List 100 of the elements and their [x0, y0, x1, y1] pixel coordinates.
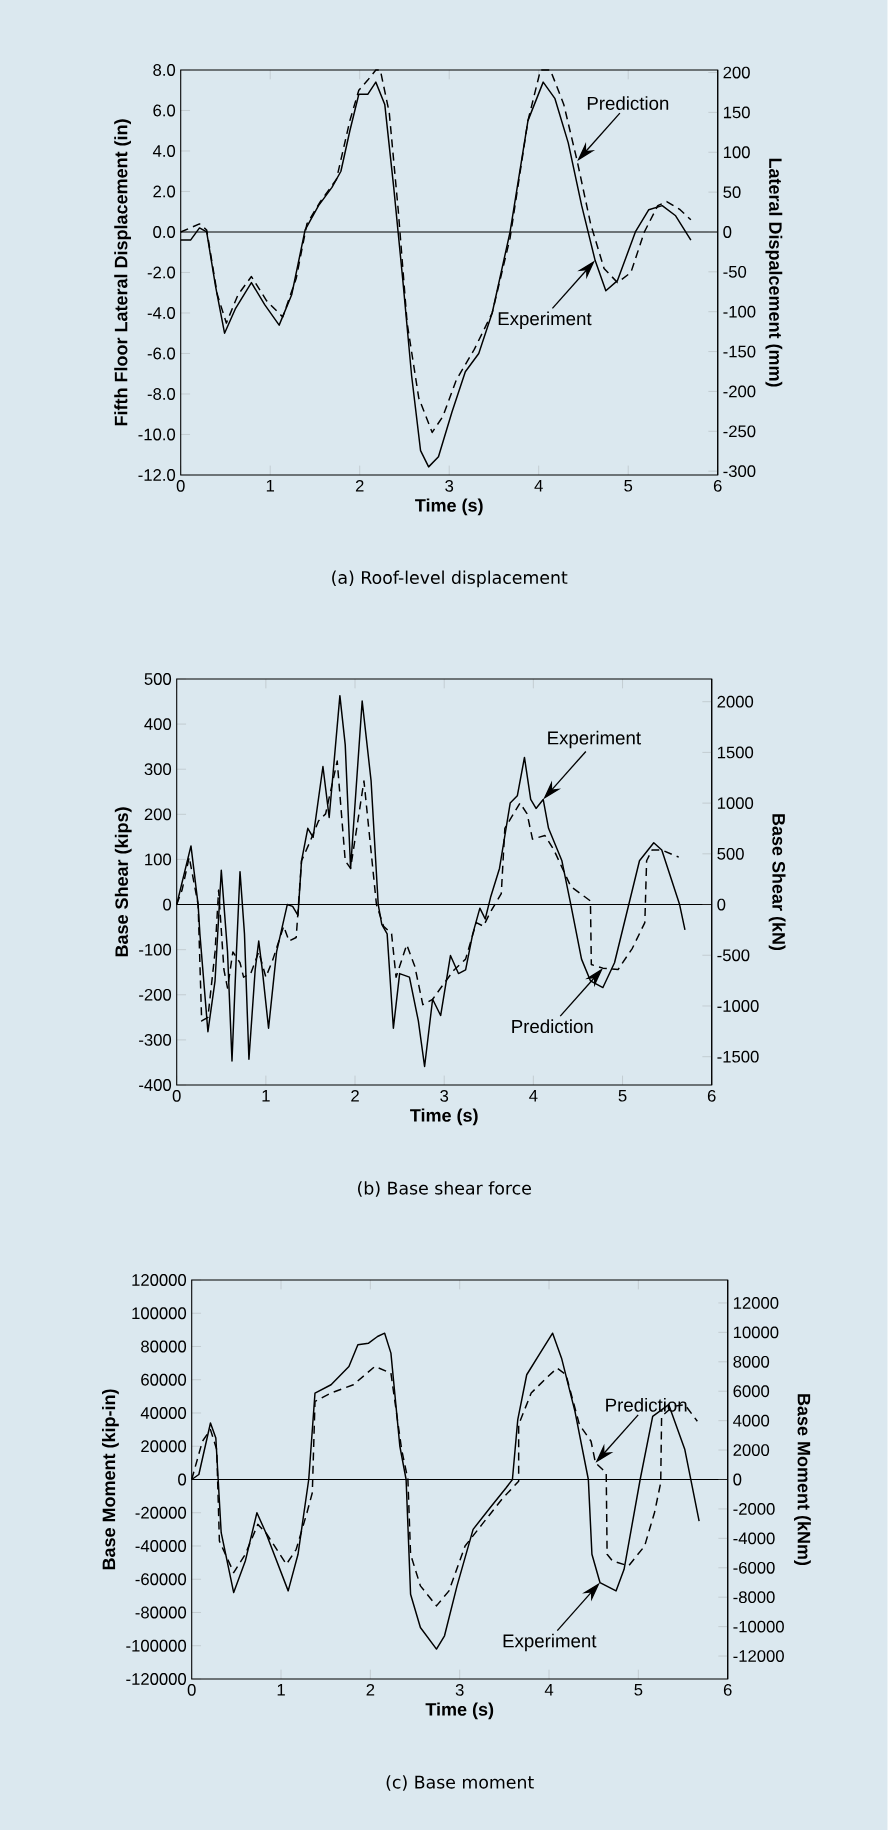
y2-tick-label: 2000 — [717, 695, 754, 708]
y2-tick-label: 1000 — [718, 797, 754, 810]
y-tick-label: -8.0 — [147, 388, 176, 400]
y-axis-title: Base Moment (kip-in) — [102, 1389, 119, 1570]
x-tick-label: 2 — [351, 1089, 359, 1102]
x-tick-label: 1 — [262, 1089, 270, 1102]
y-tick-label: -20000 — [135, 1506, 187, 1519]
y2-tick-label: -200 — [723, 385, 756, 398]
x-tick-label: 2 — [356, 479, 364, 492]
y-tick-label: 60000 — [141, 1373, 187, 1386]
y2-axis-title: Lateral Dispalcement (mm) — [765, 158, 783, 387]
x-tick-label: 5 — [634, 1683, 643, 1696]
y2-tick-label: -8000 — [733, 1591, 775, 1604]
y2-tick-label: 500 — [717, 847, 744, 860]
y2-tick-label: 10000 — [734, 1326, 779, 1339]
y-tick-label: 6.0 — [153, 104, 176, 117]
y2-tick-label: 0 — [723, 226, 732, 238]
y2-tick-label: -1000 — [717, 1000, 759, 1012]
annotation: Prediction — [606, 1397, 687, 1412]
y2-tick-label: -2000 — [733, 1503, 775, 1515]
y2-tick-label: -6000 — [733, 1561, 775, 1574]
y-tick-label: 0 — [163, 898, 172, 911]
x-tick-label: 5 — [618, 1089, 627, 1102]
x-axis-title: Time (s) — [410, 1108, 478, 1126]
y2-tick-label: 12000 — [734, 1297, 779, 1309]
y2-tick-label: -100 — [723, 305, 756, 318]
x-tick-label: 1 — [266, 479, 275, 492]
y2-tick-label: 50 — [723, 186, 741, 199]
y-tick-label: 8.0 — [153, 64, 176, 76]
y-tick-label: 100 — [145, 853, 172, 866]
y-tick-label: -40000 — [135, 1540, 187, 1552]
x-tick-label: 6 — [708, 1089, 716, 1102]
y-tick-label: 200 — [144, 808, 172, 821]
x-tick-label: 4 — [529, 1089, 538, 1102]
y-tick-label: -400 — [139, 1079, 172, 1091]
y2-tick-label: -1500 — [717, 1050, 759, 1063]
y2-tick-label: 8000 — [733, 1355, 770, 1368]
y2-tick-label: 0 — [733, 1473, 742, 1486]
y2-axis-title: Base Shear (kN) — [768, 814, 786, 951]
y-tick-label: -12.0 — [138, 469, 176, 481]
y2-tick-label: 200 — [723, 66, 750, 79]
y2-tick-label: 150 — [724, 106, 750, 119]
y2-tick-label: -10000 — [733, 1620, 785, 1633]
y-tick-label: 20000 — [141, 1440, 187, 1453]
annotation: Experiment — [503, 1633, 597, 1652]
y-tick-label: -4.0 — [147, 307, 176, 319]
y2-tick-label: 1500 — [718, 746, 754, 759]
y2-tick-label: -50 — [723, 265, 747, 278]
y-tick-label: -6.0 — [147, 347, 176, 360]
annotation: Prediction — [588, 96, 669, 110]
y-axis-title: Fifth Floor Lateral Displacement (in) — [114, 119, 132, 426]
annotation: Experiment — [548, 730, 642, 749]
y-tick-label: -300 — [139, 1033, 172, 1046]
y2-axis-title: Base Moment (kNm) — [794, 1394, 811, 1566]
y-tick-label: 120000 — [132, 1274, 187, 1286]
y-tick-label: -80000 — [135, 1606, 187, 1619]
y2-tick-label: -150 — [723, 345, 756, 358]
y-tick-label: 4.0 — [153, 145, 176, 157]
x-axis-title: Time (s) — [415, 498, 483, 516]
x-tick-label: 4 — [534, 479, 543, 492]
x-tick-label: 0 — [187, 1683, 196, 1696]
y2-tick-label: -12000 — [733, 1650, 785, 1662]
y-tick-label: 2.0 — [153, 185, 176, 198]
y2-tick-label: 4000 — [733, 1414, 770, 1427]
x-tick-label: 2 — [366, 1683, 375, 1696]
y-tick-label: -10.0 — [138, 428, 176, 441]
text: (c) Base moment — [386, 1775, 534, 1791]
x-tick-label: 6 — [714, 479, 722, 492]
x-tick-label: 4 — [544, 1683, 554, 1696]
y-tick-label: -2.0 — [147, 266, 176, 279]
y2-tick-label: -250 — [723, 425, 756, 438]
y-tick-label: -100000 — [126, 1639, 187, 1652]
y2-tick-label: -500 — [717, 949, 750, 962]
y-tick-label: 40000 — [140, 1407, 187, 1419]
y-tick-label: -120000 — [126, 1673, 187, 1685]
y2-tick-label: 100 — [724, 146, 750, 159]
y-tick-label: 500 — [144, 673, 172, 685]
x-tick-label: 5 — [624, 479, 633, 492]
x-tick-label: 3 — [440, 1089, 449, 1102]
annotation: Prediction — [512, 1019, 593, 1034]
y-tick-label: -100 — [139, 943, 172, 956]
y2-tick-label: 0 — [717, 898, 726, 911]
y2-tick-label: -4000 — [733, 1532, 775, 1545]
text: (b) Base shear force — [358, 1181, 532, 1197]
y-tick-label: 0.0 — [153, 226, 176, 238]
x-axis-title: Time (s) — [425, 1702, 494, 1720]
y2-tick-label: 6000 — [733, 1385, 770, 1398]
y-tick-label: -60000 — [135, 1573, 187, 1586]
y-tick-label: 80000 — [141, 1340, 187, 1353]
y2-tick-label: 2000 — [733, 1444, 770, 1456]
x-tick-label: 6 — [724, 1683, 732, 1696]
y-tick-label: -200 — [139, 988, 172, 1001]
x-tick-label: 3 — [455, 1683, 464, 1696]
x-tick-label: 3 — [445, 479, 454, 492]
y-tick-label: 400 — [144, 718, 172, 730]
y-tick-label: 100000 — [132, 1307, 187, 1320]
x-tick-label: 1 — [277, 1683, 285, 1696]
y-tick-label: 300 — [144, 763, 172, 776]
y-tick-label: 0 — [178, 1473, 187, 1486]
y2-tick-label: -300 — [723, 465, 756, 478]
